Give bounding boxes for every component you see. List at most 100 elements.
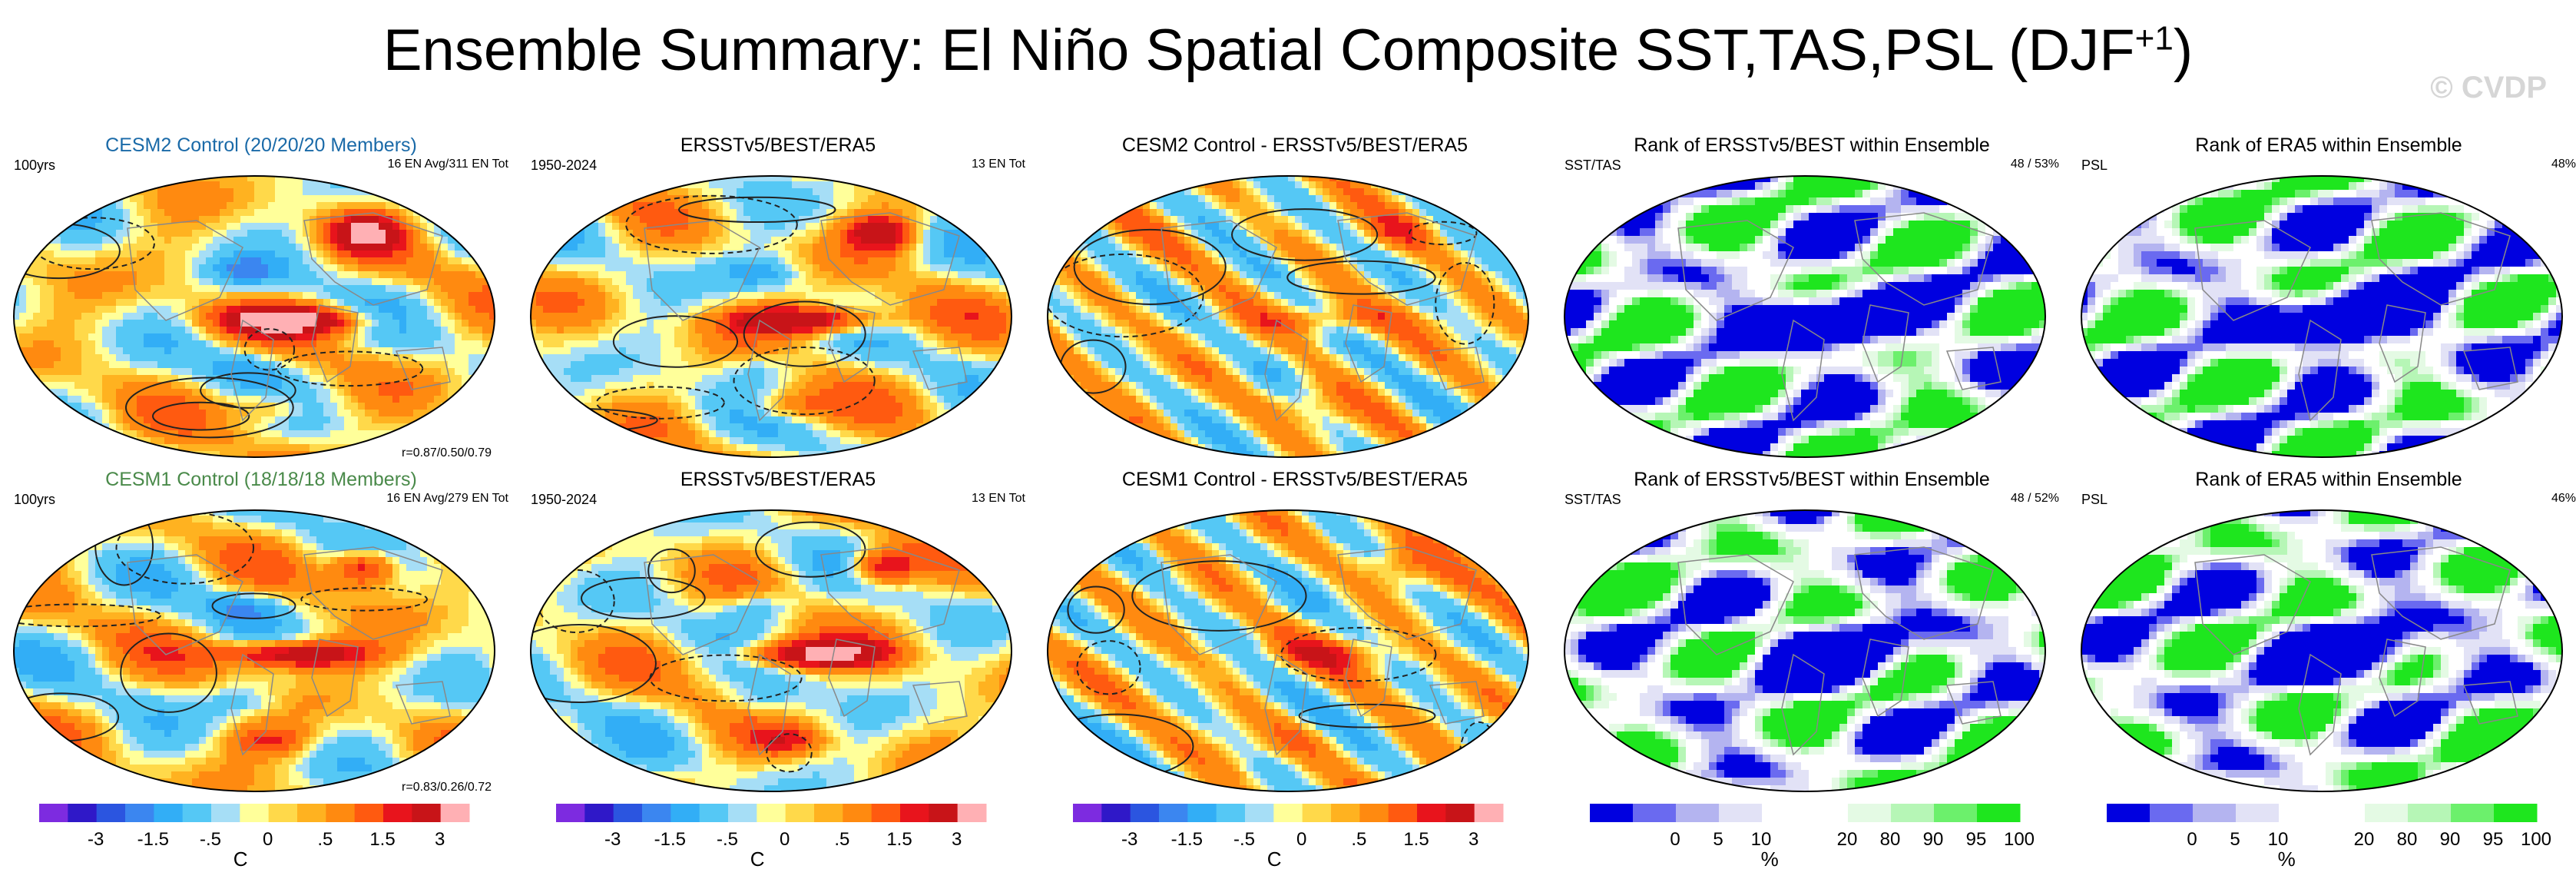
map-cell <box>220 361 227 369</box>
map-cell <box>337 209 345 217</box>
map-cell <box>688 264 696 272</box>
map-cell <box>475 292 483 300</box>
map-cell <box>764 278 772 286</box>
map-cell <box>930 237 938 244</box>
map-cell <box>661 327 668 334</box>
map-cell <box>413 313 421 320</box>
map-cell <box>220 292 227 300</box>
map-cell <box>33 327 41 334</box>
map-cell <box>916 209 924 217</box>
map-cell <box>427 327 435 334</box>
map-cell <box>584 216 592 224</box>
map-cell <box>764 237 772 244</box>
map-cell <box>337 340 345 348</box>
map-cell <box>323 389 331 396</box>
map-cell <box>95 410 103 417</box>
map-cell <box>619 347 627 355</box>
map-cell <box>750 181 758 189</box>
map-cell <box>420 230 428 237</box>
map-cell <box>806 361 813 369</box>
map-cell <box>531 209 537 217</box>
map-cell <box>462 271 469 279</box>
map-cell <box>958 271 965 279</box>
map-cell <box>868 299 876 307</box>
map-cell <box>441 202 449 210</box>
map-cell <box>282 188 290 196</box>
map-cell <box>406 264 414 272</box>
map-cell <box>688 181 696 189</box>
map-cell <box>1006 209 1012 217</box>
map-cell <box>626 361 634 369</box>
map-cell <box>674 299 682 307</box>
map-cell <box>882 320 889 327</box>
map-cell <box>233 458 241 459</box>
map-cell <box>550 181 558 189</box>
map-cell <box>778 181 786 189</box>
map-cell <box>854 271 862 279</box>
map-cell <box>116 354 124 362</box>
map-cell <box>716 347 723 355</box>
map-cell <box>247 244 255 251</box>
map-cell <box>598 244 606 251</box>
map-cell <box>275 188 283 196</box>
map-cell <box>1006 223 1012 231</box>
map-cell <box>434 244 442 251</box>
map-cell <box>612 313 620 320</box>
map-cell <box>365 237 372 244</box>
map-cell <box>178 389 186 396</box>
map-cell <box>303 396 310 403</box>
map-cell <box>847 361 855 369</box>
map-cell <box>261 320 269 327</box>
map-cell <box>268 327 276 334</box>
map-cell <box>612 327 620 334</box>
map-cell <box>778 264 786 272</box>
map-cell <box>564 202 571 210</box>
map-cell <box>681 320 689 327</box>
map-cell <box>88 216 96 224</box>
map-cell <box>420 202 428 210</box>
map-cell <box>482 285 490 293</box>
map-cell <box>723 368 730 376</box>
map-cell <box>743 244 751 251</box>
map-cell <box>254 444 262 452</box>
map-cell <box>612 181 620 189</box>
map-cell <box>102 444 110 452</box>
map-cell <box>185 423 193 431</box>
map-cell <box>178 354 186 362</box>
map-cell <box>972 216 979 224</box>
map-cell <box>365 451 372 457</box>
map-cell <box>109 257 117 265</box>
map-cell <box>379 410 386 417</box>
map-cell <box>737 278 744 286</box>
map-cell <box>151 313 158 320</box>
map-cell <box>178 327 186 334</box>
map-cell <box>213 347 220 355</box>
map-cell <box>399 216 407 224</box>
map-cell <box>591 176 599 182</box>
map-cell <box>116 278 124 286</box>
map-cell <box>344 403 352 410</box>
map-cell <box>709 223 717 231</box>
map-cell <box>730 327 737 334</box>
map-cell <box>584 347 592 355</box>
map-cell <box>695 320 703 327</box>
map-cell <box>626 230 634 237</box>
map-cell <box>261 375 269 383</box>
map-cell <box>144 403 151 410</box>
map-cell <box>598 257 606 265</box>
map-cell <box>123 333 131 341</box>
map-cell <box>578 340 585 348</box>
map-cell <box>310 195 317 203</box>
map-cell <box>206 230 214 237</box>
map-cell <box>482 382 490 390</box>
map-cell <box>813 209 820 217</box>
map-cell <box>861 176 869 182</box>
map-cell <box>771 250 779 258</box>
map-cell <box>95 333 103 341</box>
map-cell <box>902 347 910 355</box>
map-cell <box>799 306 806 313</box>
map-cell <box>137 375 144 383</box>
map-cell <box>116 257 124 265</box>
map-cell <box>489 403 495 410</box>
map-cell <box>268 361 276 369</box>
